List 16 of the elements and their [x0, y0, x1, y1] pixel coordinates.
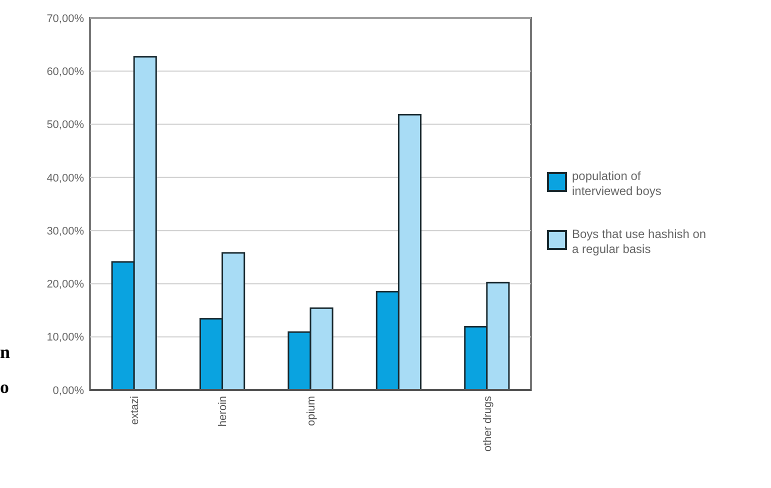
x-tick-label: heroin: [217, 396, 230, 427]
text: o: [0, 377, 9, 397]
y-tick-label: 20,00%: [46, 278, 84, 291]
legend-label: Boys that use hashish on a regular basis: [572, 227, 706, 256]
legend-label: population of interviewed boys: [572, 169, 662, 198]
y-tick-label: 60,00%: [46, 66, 84, 78]
y-tick-label: 50,00%: [46, 119, 84, 132]
x-tick-label: other drugs: [482, 396, 494, 452]
x-tick-label: opium: [305, 396, 318, 426]
y-tick-label: 30,00%: [46, 225, 84, 238]
y-tick-label: 40,00%: [46, 172, 84, 184]
y-tick-label: 0,00%: [52, 384, 84, 397]
x-tick-label: extazi: [128, 396, 141, 425]
text: n: [0, 342, 10, 362]
y-tick-label: 10,00%: [46, 332, 84, 344]
y-tick-label: 70,00%: [46, 12, 84, 25]
